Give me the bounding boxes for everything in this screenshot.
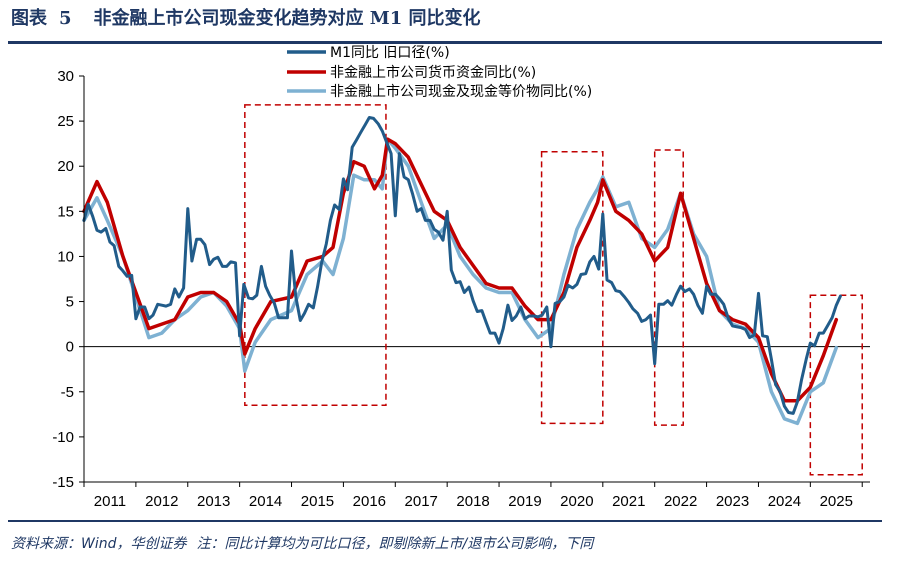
source-text: 资料来源：Wind，华创证券	[11, 536, 187, 552]
y-tick-label: -10	[52, 429, 74, 446]
y-tick-label: 0	[66, 339, 74, 356]
x-tick-label: 2023	[716, 493, 749, 510]
x-tick-label: 2017	[405, 493, 438, 510]
y-tick-label: 20	[57, 158, 74, 175]
x-tick-label: 2022	[664, 493, 697, 510]
series-layer	[82, 116, 842, 426]
y-tick-label: -15	[52, 474, 74, 491]
figure-number: 5	[59, 8, 72, 29]
x-tick-label: 2011	[94, 493, 126, 510]
highlight-box-1	[244, 104, 387, 407]
figure-title: 图表 5 非金融上市公司现金变化趋势对应 M1 同比变化	[11, 4, 481, 34]
source-note: 资料来源：Wind，华创证券 注：同比计算均为可比口径，即剔除新上市/退市公司影响…	[11, 533, 593, 553]
figure-label: 图表	[11, 8, 47, 29]
x-tick-label: 2018	[456, 493, 489, 510]
legend-label-monetary: 非金融上市公司货币资金同比(%)	[330, 64, 536, 81]
legend-label-m1: M1同比 旧口径(%)	[330, 45, 450, 61]
footer-rule	[8, 520, 882, 522]
footnote-text: 注：同比计算均为可比口径，即剔除新上市/退市公司影响，下同	[196, 536, 594, 552]
highlight-box-3	[653, 149, 684, 426]
series-line-m1	[82, 116, 842, 415]
x-tick-label: 2013	[197, 493, 230, 510]
series-line-monetary	[82, 137, 839, 403]
x-tick-label: 2015	[301, 493, 334, 510]
y-tick-label: 10	[57, 248, 74, 265]
x-tick-label: 2025	[820, 493, 853, 510]
x-tick-label: 2021	[612, 493, 645, 510]
x-tick-label: 2014	[249, 493, 282, 510]
y-tick-label: 5	[66, 294, 74, 311]
figure-title-text: 非金融上市公司现金变化趋势对应 M1 同比变化	[93, 8, 481, 29]
x-tick-label: 2024	[768, 493, 801, 510]
y-tick-label: -5	[61, 384, 74, 401]
y-tick-label: 15	[57, 203, 74, 220]
legend-label-cash-equiv: 非金融上市公司现金及现金等价物同比(%)	[330, 83, 592, 100]
header-rule	[8, 41, 882, 44]
highlight-box-layer	[244, 104, 863, 476]
y-tick-label: 25	[57, 113, 74, 130]
x-tick-label: 2012	[145, 493, 178, 510]
y-tick-label: 30	[57, 68, 74, 85]
x-tick-label: 2019	[508, 493, 541, 510]
legend: M1同比 旧口径(%) 非金融上市公司货币资金同比(%) 非金融上市公司现金及现…	[287, 45, 592, 100]
x-tick-label: 2016	[353, 493, 386, 510]
x-tick-label: 2020	[560, 493, 593, 510]
highlight-box-2	[540, 151, 604, 425]
